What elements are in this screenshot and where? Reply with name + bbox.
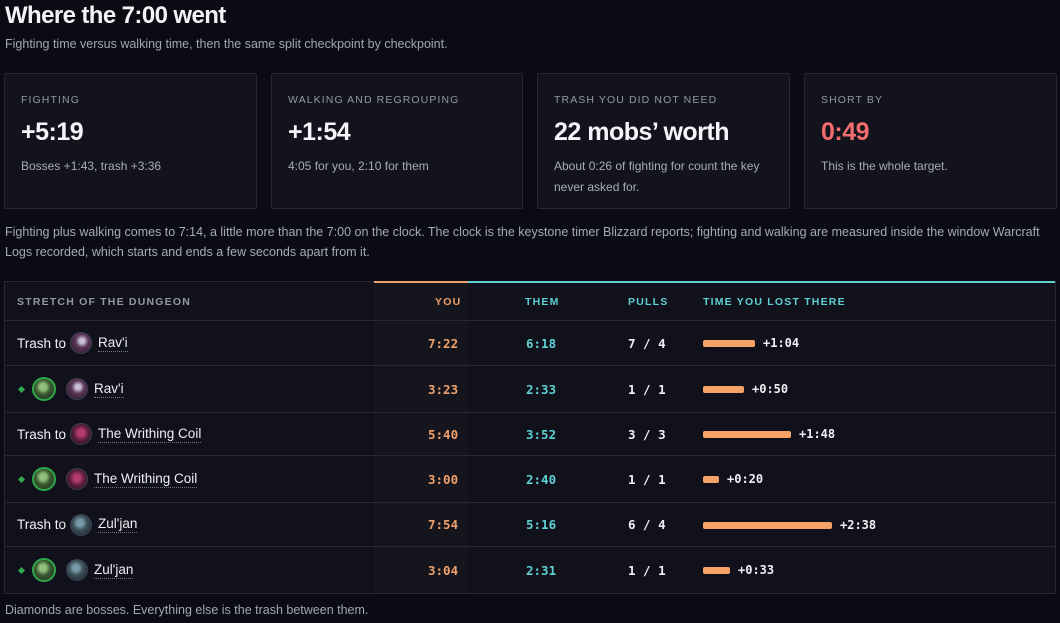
pulls-count: 1 / 1: [628, 562, 666, 578]
pulls-count: 1 / 1: [628, 381, 666, 397]
table-row: The Writhing Coil 3:00 2:40 1 / 1 +0:20: [5, 456, 1055, 503]
time-lost-bar: [703, 567, 730, 574]
summary-cards: FIGHTING +5:19 Bosses +1:43, trash +3:36…: [4, 73, 1058, 211]
checkpoint-table: STRETCH OF THE DUNGEON YOU THEM PULLS TI…: [4, 281, 1056, 594]
time-lost-value: +0:33: [738, 563, 775, 577]
boss-name-link[interactable]: The Writhing Coil: [98, 425, 202, 443]
time-lost-bar: [703, 386, 744, 393]
page-subtitle: Fighting time versus walking time, then …: [5, 37, 448, 51]
boss-diamond-icon: [17, 475, 26, 483]
boss-portrait-icon: [70, 332, 93, 354]
card-fighting: FIGHTING +5:19 Bosses +1:43, trash +3:36: [4, 73, 257, 209]
them-column-accent: [468, 281, 1055, 283]
stretch-name: Zul'jan: [17, 547, 134, 593]
card-value: +1:54: [288, 118, 351, 146]
column-header-pulls: PULLS: [628, 296, 669, 308]
them-time: 6:18: [526, 335, 557, 351]
them-time: 2:40: [526, 471, 557, 487]
card-label: TRASH YOU DID NOT NEED: [554, 94, 718, 106]
you-time: 7:54: [428, 517, 459, 532]
pulls-count: 1 / 1: [628, 471, 666, 487]
them-time: 2:33: [526, 381, 557, 397]
time-lost-value: +0:50: [752, 382, 789, 396]
pulls-count: 6 / 4: [628, 517, 666, 532]
you-time: 3:00: [428, 471, 459, 487]
stretch-name: Rav'i: [17, 366, 124, 412]
boss-name-link[interactable]: Rav'i: [98, 334, 128, 352]
pulls-count: 7 / 4: [628, 335, 666, 351]
trash-prefix: Trash to: [17, 517, 67, 532]
time-lost-value: +2:38: [840, 517, 877, 532]
table-row: Trash to Zul'jan 7:54 5:16 6 / 4 +2:38: [5, 503, 1055, 547]
time-lost-value: +1:48: [799, 427, 836, 441]
card-short-by: SHORT BY 0:49 This is the whole target.: [804, 73, 1057, 209]
you-column-shade: [374, 282, 468, 593]
boss-portrait-icon: [66, 559, 88, 581]
you-time: 3:04: [428, 562, 459, 578]
table-header: STRETCH OF THE DUNGEON YOU THEM PULLS TI…: [5, 282, 1055, 321]
card-note: 4:05 for you, 2:10 for them: [288, 159, 429, 173]
card-label: SHORT BY: [821, 94, 884, 106]
card-value: +5:19: [21, 118, 84, 146]
you-time: 3:23: [428, 381, 459, 397]
explainer-text: Fighting plus walking comes to 7:14, a l…: [5, 225, 1040, 259]
boss-portrait-icon: [70, 423, 93, 445]
table-row: Trash to Rav'i 7:22 6:18 7 / 4 +1:04: [5, 321, 1055, 366]
trash-prefix: Trash to: [17, 426, 67, 442]
them-time: 5:16: [526, 517, 557, 532]
them-time: 3:52: [526, 426, 557, 442]
card-walking: WALKING AND REGROUPING +1:54 4:05 for yo…: [271, 73, 523, 209]
column-header-time-lost: TIME YOU LOST THERE: [703, 296, 846, 308]
boss-diamond-icon: [17, 566, 26, 574]
stretch-name: Trash to The Writhing Coil: [17, 413, 202, 455]
time-lost-bar: [703, 340, 755, 347]
card-label: WALKING AND REGROUPING: [288, 94, 460, 106]
boss-portrait-icon: [66, 378, 88, 400]
card-trash-not-needed: TRASH YOU DID NOT NEED 22 mobs’ worth Ab…: [537, 73, 790, 209]
boss-name-link[interactable]: Zul'jan: [98, 516, 138, 533]
you-column-accent: [374, 281, 468, 283]
page-title: Where the 7:00 went: [5, 2, 226, 29]
stretch-name: Trash to Rav'i: [17, 321, 128, 365]
spec-portrait-icon: [32, 377, 56, 401]
you-time: 7:22: [428, 335, 459, 351]
footnote: Diamonds are bosses. Everything else is …: [5, 603, 369, 617]
card-value: 0:49: [821, 118, 870, 146]
spec-portrait-icon: [32, 467, 56, 491]
table-row: Zul'jan 3:04 2:31 1 / 1 +0:33: [5, 547, 1055, 593]
trash-prefix: Trash to: [17, 335, 67, 351]
stretch-name: Trash to Zul'jan: [17, 503, 138, 546]
spec-portrait-icon: [32, 558, 56, 582]
boss-portrait-icon: [70, 513, 93, 536]
time-lost-bar: [703, 431, 791, 438]
card-label: FIGHTING: [21, 94, 80, 106]
boss-name-link[interactable]: Zul'jan: [94, 561, 134, 579]
boss-name-link[interactable]: The Writhing Coil: [94, 470, 198, 488]
table-row: Rav'i 3:23 2:33 1 / 1 +0:50: [5, 366, 1055, 413]
table-row: Trash to The Writhing Coil 5:40 3:52 3 / 3 +1…: [5, 413, 1055, 456]
time-lost-value: +1:04: [763, 336, 800, 350]
card-note: Bosses +1:43, trash +3:36: [21, 159, 162, 173]
boss-name-link[interactable]: Rav'i: [94, 380, 124, 398]
card-note: About 0:26 of fighting for count the key…: [554, 159, 760, 194]
them-time: 2:31: [526, 562, 557, 578]
boss-portrait-icon: [66, 468, 88, 490]
pulls-count: 3 / 3: [628, 426, 666, 442]
column-header-them: THEM: [525, 296, 560, 308]
time-lost-bar: [703, 522, 832, 529]
column-header-you: YOU: [435, 296, 462, 308]
column-header-stretch: STRETCH OF THE DUNGEON: [17, 296, 191, 308]
you-time: 5:40: [428, 426, 459, 442]
time-lost-value: +0:20: [727, 472, 764, 486]
stretch-name: The Writhing Coil: [17, 456, 198, 502]
boss-diamond-icon: [17, 385, 26, 393]
time-lost-bar: [703, 476, 719, 483]
card-note: This is the whole target.: [821, 159, 948, 173]
card-value: 22 mobs’ worth: [554, 118, 729, 146]
